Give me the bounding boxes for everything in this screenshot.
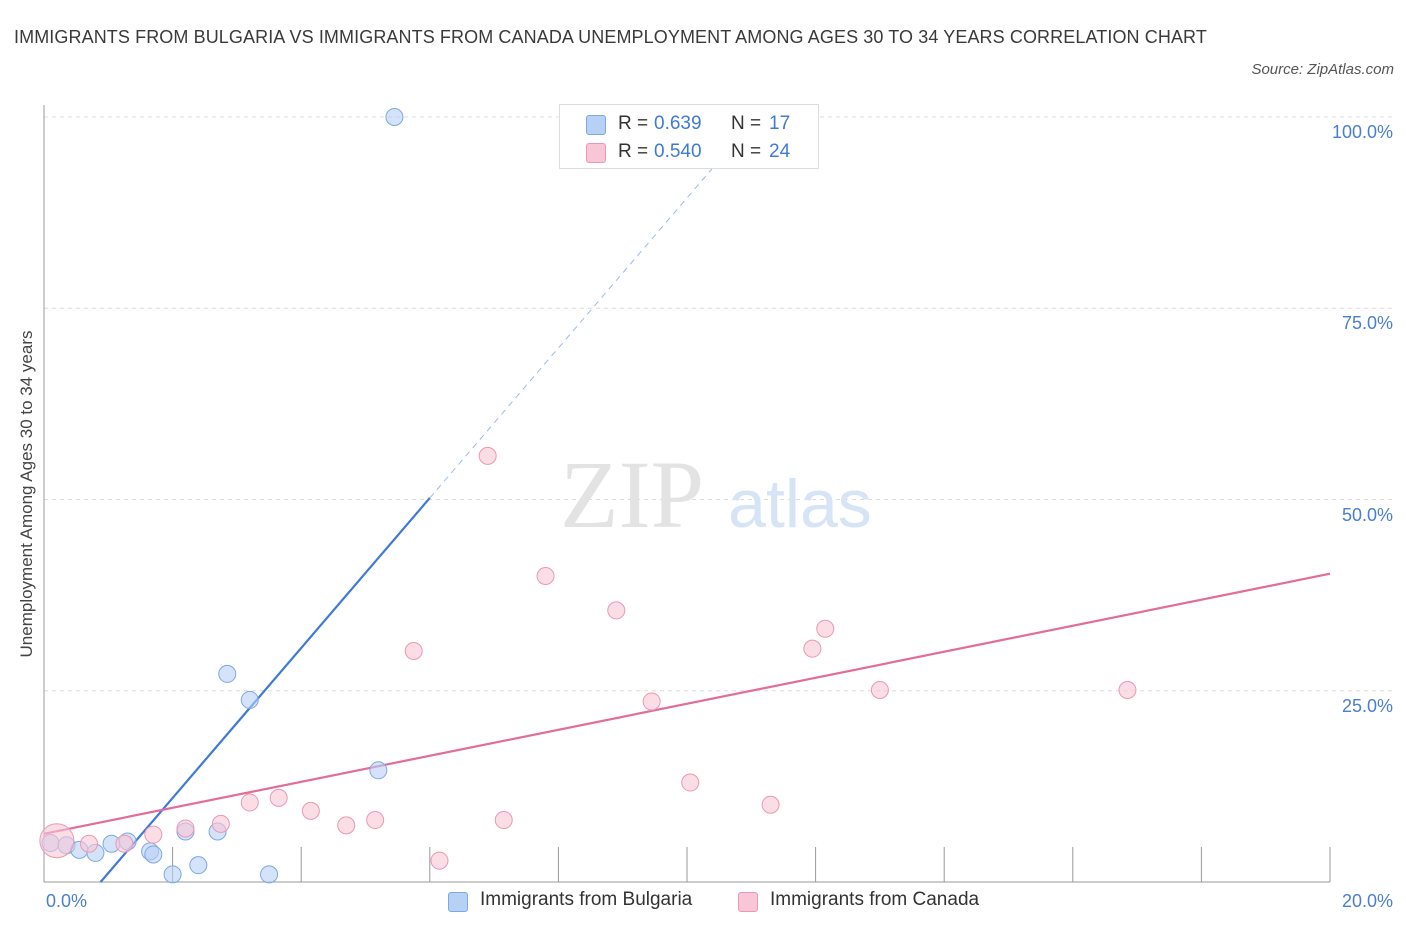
data-point-canada: [682, 774, 699, 791]
watermark: ZIP atlas: [560, 441, 872, 548]
n-value-bulgaria: 17: [769, 113, 790, 135]
data-point-bulgaria: [261, 866, 278, 883]
data-point-canada: [537, 568, 554, 585]
data-point-canada: [431, 852, 448, 869]
trend-line-1: [44, 574, 1330, 834]
data-point-bulgaria: [219, 665, 236, 682]
data-point-canada: [871, 681, 888, 698]
r-label: R =: [618, 113, 648, 135]
data-point-bulgaria: [190, 857, 207, 874]
data-point-canada: [643, 693, 660, 710]
data-point-canada: [1119, 681, 1136, 698]
data-point-canada: [81, 835, 98, 852]
series-swatch-canada: [738, 892, 758, 912]
correlation-legend: R = 0.639 N = 17 R = 0.540 N = 24: [559, 104, 819, 169]
data-point-bulgaria: [145, 846, 162, 863]
r-value-bulgaria: 0.639: [654, 113, 702, 135]
n-label: N =: [731, 113, 761, 135]
data-point-bulgaria: [386, 109, 403, 126]
data-point-canada: [338, 817, 355, 834]
data-point-canada: [40, 824, 74, 858]
data-point-canada: [367, 812, 384, 829]
data-point-bulgaria: [164, 866, 181, 883]
data-point-canada: [177, 820, 194, 837]
data-point-canada: [405, 642, 422, 659]
data-point-canada: [479, 447, 496, 464]
y-tick-label: 100.0%: [1332, 122, 1393, 143]
r-value-canada: 0.540: [654, 141, 702, 163]
data-point-canada: [817, 620, 834, 637]
n-value-canada: 24: [769, 141, 790, 163]
y-tick-label: 25.0%: [1342, 696, 1393, 717]
gridlines: [44, 117, 1392, 691]
x-tick-min: 0.0%: [46, 891, 87, 912]
data-point-canada: [762, 796, 779, 813]
series-name-bulgaria: Immigrants from Bulgaria: [480, 889, 692, 911]
x-tick-max: 20.0%: [1342, 891, 1393, 912]
data-point-canada: [804, 640, 821, 657]
data-point-canada: [302, 802, 319, 819]
data-point-canada: [116, 835, 133, 852]
y-tick-label: 50.0%: [1342, 505, 1393, 526]
data-point-canada: [608, 602, 625, 619]
n-label: N =: [731, 141, 761, 163]
y-tick-label: 75.0%: [1342, 313, 1393, 334]
data-point-bulgaria: [241, 691, 258, 708]
data-point-canada: [495, 812, 512, 829]
data-point-bulgaria: [370, 762, 387, 779]
data-point-canada: [270, 789, 287, 806]
legend-swatch-bulgaria: [586, 115, 606, 135]
data-point-canada: [145, 826, 162, 843]
series-swatch-bulgaria: [448, 892, 468, 912]
data-point-canada: [241, 794, 258, 811]
series-name-canada: Immigrants from Canada: [770, 889, 979, 911]
r-label: R =: [618, 141, 648, 163]
data-point-canada: [212, 815, 229, 832]
watermark-atlas: atlas: [728, 466, 872, 542]
legend-swatch-canada: [586, 143, 606, 163]
watermark-zip: ZIP: [560, 441, 704, 548]
